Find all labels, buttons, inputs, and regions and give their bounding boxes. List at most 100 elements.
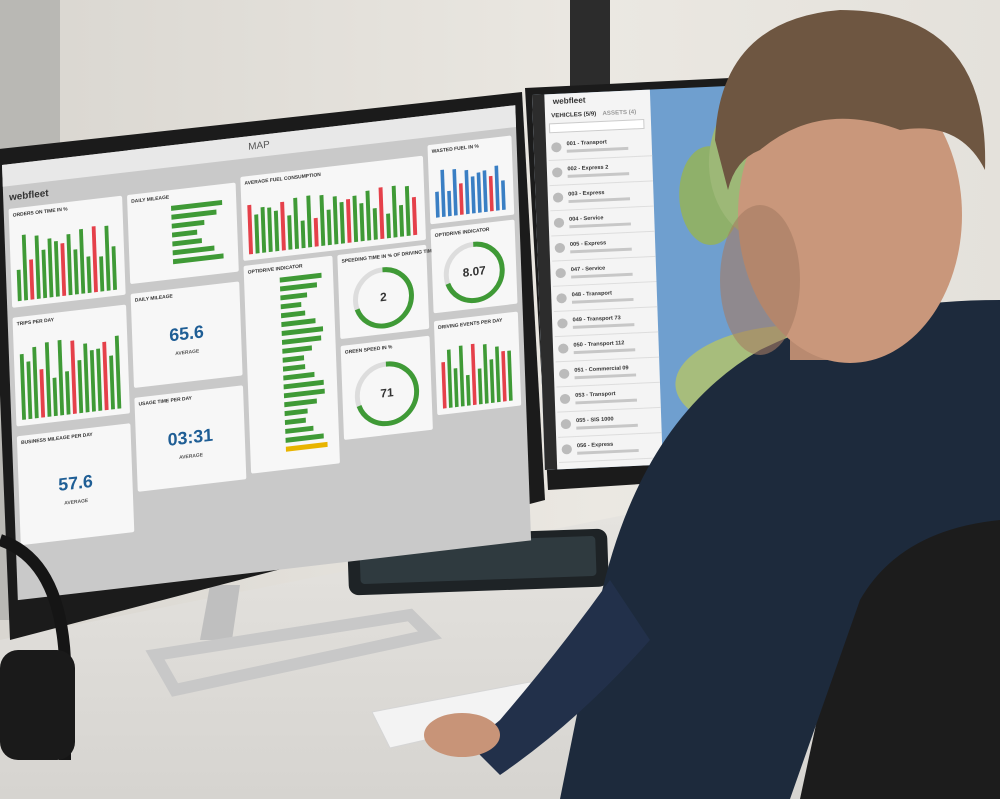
- decor-bar: [477, 368, 483, 405]
- decor-bar: [332, 196, 339, 245]
- decor-bar: [482, 170, 488, 213]
- decor-bar: [73, 249, 79, 295]
- tile-title: DAILY MILEAGE: [135, 293, 174, 303]
- decor-bar: [398, 204, 405, 237]
- decor-bar: [77, 359, 84, 414]
- title-bar: [2, 105, 517, 187]
- vehicle-icon: [557, 318, 568, 329]
- decor-bar: [52, 377, 58, 417]
- decor-bar: [44, 342, 52, 417]
- kpi-caption: AVERAGE: [175, 348, 200, 357]
- decor-bar: [339, 201, 345, 244]
- kpi-value: 71: [380, 385, 394, 401]
- decor-bar: [458, 183, 464, 215]
- vehicle-name: 001 - Transport: [566, 139, 607, 147]
- decor-bar: [172, 245, 215, 256]
- decor-bar: [280, 301, 302, 310]
- decor-bar: [281, 326, 324, 337]
- decor-bar: [280, 310, 306, 319]
- vehicle-icon: [558, 343, 569, 354]
- decor-bar: [57, 339, 65, 416]
- decor-bar: [26, 361, 33, 420]
- vehicle-detail: [566, 146, 629, 153]
- decor-bar: [284, 398, 317, 408]
- decor-bar: [435, 191, 440, 218]
- tile-title: WASTED FUEL IN %: [432, 143, 480, 155]
- tab: ASSETS (4): [602, 110, 636, 117]
- vehicle-icon: [551, 142, 562, 153]
- decor-bar: [171, 219, 205, 229]
- decor-bar: [283, 388, 325, 399]
- decor-bar: [70, 340, 77, 414]
- vehicle-name: 004 - Service: [569, 215, 604, 222]
- decor-bar: [66, 233, 73, 296]
- decor-bar: [346, 198, 352, 243]
- decor-bar: [293, 197, 299, 250]
- decor-bar: [284, 408, 308, 417]
- row-divider: [555, 356, 660, 363]
- kpi-caption: AVERAGE: [64, 498, 89, 507]
- tile-title: GREEN SPEED IN %: [345, 344, 393, 356]
- decor-bar: [285, 441, 328, 452]
- decor-bar: [83, 343, 90, 413]
- search-box: [548, 119, 645, 134]
- decor-bar: [501, 180, 506, 211]
- window-post: [570, 0, 610, 100]
- row-divider: [548, 155, 653, 161]
- decor-bar: [104, 225, 111, 291]
- decor-bar: [470, 176, 476, 214]
- person-hair: [715, 10, 986, 190]
- decor-bar: [365, 190, 372, 241]
- vehicle-detail: [570, 247, 632, 254]
- vehicle-name: 051 - Commercial 09: [574, 365, 629, 373]
- stand-base: [145, 608, 443, 697]
- decor-bar: [285, 425, 314, 434]
- decor-bar: [65, 371, 71, 415]
- decor-bar: [79, 228, 86, 294]
- vehicle-detail: [569, 222, 631, 229]
- stand-neck: [200, 585, 240, 640]
- tile-title: DAILY MILEAGE: [131, 194, 170, 204]
- decor-bar: [319, 194, 326, 246]
- vehicle-name: 003 - Express: [568, 190, 604, 198]
- decor-bar: [60, 243, 67, 297]
- person-hand: [424, 713, 500, 757]
- row-divider: [559, 457, 663, 463]
- vehicle-detail: [575, 398, 638, 405]
- gauge-arc: [443, 241, 505, 304]
- decor-bar: [47, 238, 54, 298]
- row-divider: [549, 180, 654, 187]
- left-screen: MAP webfleet ORDERS ON TIME IN %DAILY MI…: [2, 105, 532, 601]
- vehicle-detail: [577, 448, 639, 455]
- tile: [134, 385, 247, 492]
- decor-bar: [352, 195, 359, 243]
- vehicle-name: 056 - Express: [577, 442, 613, 450]
- vehicle-name: 048 - Transport: [572, 290, 613, 298]
- row-divider: [557, 406, 661, 413]
- vehicle-name: 002 - Express 2: [567, 165, 608, 173]
- decor-bar: [29, 259, 35, 300]
- decor-bar: [109, 355, 115, 410]
- vehicle-icon: [561, 444, 572, 455]
- decor-bar: [91, 226, 98, 293]
- decor-bar: [102, 341, 109, 411]
- vehicle-icon: [559, 368, 570, 379]
- vehicle-icon: [555, 268, 566, 279]
- decor-bar: [359, 203, 365, 242]
- decor-bar: [170, 199, 223, 211]
- decor-bar: [283, 379, 324, 390]
- decor-bar: [476, 172, 482, 213]
- tile: [16, 423, 135, 545]
- decor-bar: [501, 350, 507, 402]
- decor-bar: [494, 165, 500, 211]
- vehicle-icon: [553, 217, 565, 228]
- decor-bar: [282, 345, 312, 354]
- decor-bar: [280, 201, 286, 251]
- brand: webfleet: [8, 188, 50, 204]
- vehicle-detail: [574, 373, 637, 380]
- screen-title: MAP: [248, 139, 270, 153]
- decor-bar: [267, 207, 273, 253]
- kpi-value: 8.07: [462, 263, 486, 280]
- decor-bar: [283, 371, 315, 381]
